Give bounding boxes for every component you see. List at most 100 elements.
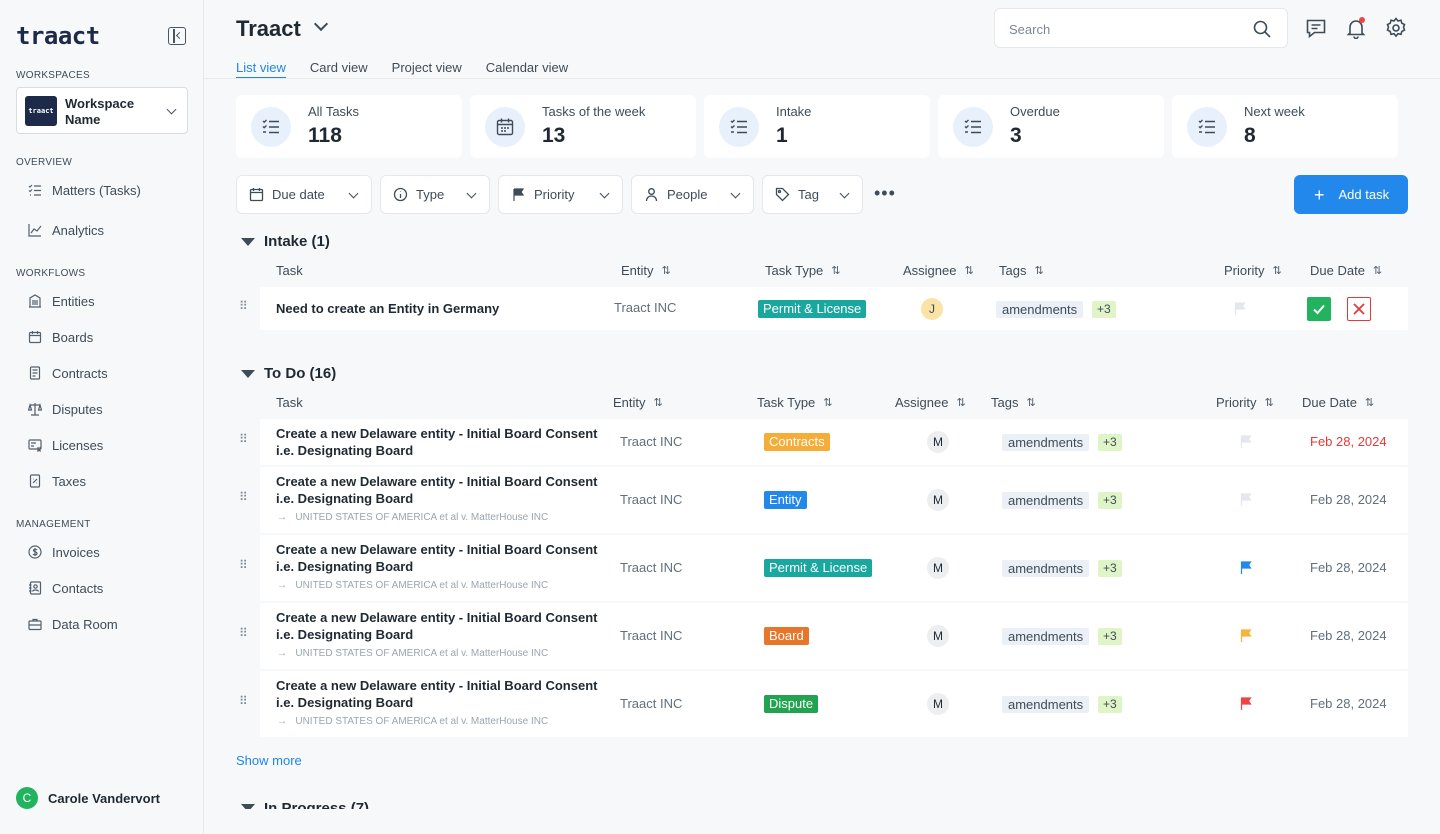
sidebar-item-licenses[interactable]: Licenses [16,431,188,459]
bell-icon[interactable] [1345,17,1367,40]
stat-card-all-tasks[interactable]: All Tasks 118 [236,95,462,158]
sidebar-item-boards[interactable]: Boards [16,323,188,351]
matter-link[interactable]: → UNITED STATES OF AMERICA et al v. Matt… [277,716,548,727]
stat-card-tasks-of-week[interactable]: Tasks of the week 13 [470,95,696,158]
column-header-assignee[interactable]: Assignee ⇅ [903,263,974,278]
priority-flag-icon[interactable] [1234,302,1246,315]
user-profile[interactable]: C Carole Vandervort [16,787,160,809]
due-date[interactable]: Feb 28, 2024 [1310,560,1387,575]
assignee-avatar[interactable]: M [927,431,949,453]
tab-card-view[interactable]: Card view [309,60,368,75]
priority-flag-icon[interactable] [1240,435,1252,448]
sidebar-item-contracts[interactable]: Contracts [16,359,188,387]
search-input[interactable] [1009,19,1239,39]
tab-list-view[interactable]: List view [236,60,286,78]
drag-handle-icon[interactable]: ⠿ [239,299,249,313]
assignee-avatar[interactable]: M [927,489,949,511]
sidebar-item-contacts[interactable]: Contacts [16,574,188,602]
filter-tag[interactable]: Tag [762,175,863,214]
table-row[interactable] [260,671,1408,737]
chevron-down-icon[interactable] [313,16,329,32]
tag-more-badge[interactable]: +3 [1098,560,1122,577]
sidebar-item-matters[interactable]: Matters (Tasks) [16,176,188,204]
filter-due-date[interactable]: Due date [236,175,372,214]
workspace-selector[interactable]: traact Workspace Name [16,87,188,134]
reject-close-icon[interactable] [1347,297,1371,321]
add-task-button[interactable]: + Add task [1294,175,1408,214]
matter-link[interactable]: → UNITED STATES OF AMERICA et al v. Matt… [277,512,548,523]
column-header-priority[interactable]: Priority ⇅ [1216,395,1274,410]
approve-check-icon[interactable] [1307,297,1331,321]
app-logo[interactable]: traact [16,22,100,50]
column-header-priority[interactable]: Priority ⇅ [1224,263,1282,278]
task-name[interactable]: Create a new Delaware entity - Initial B… [276,474,598,506]
drag-handle-icon[interactable]: ⠿ [239,432,249,446]
gear-icon[interactable] [1385,17,1407,39]
group-in-progress-header[interactable]: In Progress (7) [241,800,369,809]
table-row[interactable] [260,419,1408,465]
column-header-entity[interactable]: Entity ⇅ [613,395,663,410]
sidebar-item-disputes[interactable]: Disputes [16,395,188,423]
task-name[interactable]: Create a new Delaware entity - Initial B… [276,426,598,458]
priority-flag-icon[interactable] [1240,561,1252,574]
filter-type[interactable]: Type [380,175,490,214]
sidebar-item-taxes[interactable]: Taxes [16,467,188,495]
stat-card-next-week[interactable]: Next week 8 [1172,95,1398,158]
due-date[interactable]: Feb 28, 2024 [1310,434,1387,449]
drag-handle-icon[interactable]: ⠿ [239,626,249,640]
tag-more-badge[interactable]: +3 [1098,492,1122,509]
workspace-name: Workspace Name [65,96,135,127]
due-date[interactable]: Feb 28, 2024 [1310,492,1387,507]
tag-more-badge[interactable]: +3 [1098,434,1122,451]
stat-card-overdue[interactable]: Overdue 3 [938,95,1164,158]
search-icon[interactable] [1253,20,1271,38]
collapse-sidebar-icon[interactable] [168,27,186,45]
due-date[interactable]: Feb 28, 2024 [1310,628,1387,643]
assignee-avatar[interactable]: M [927,557,949,579]
task-name[interactable]: Create a new Delaware entity - Initial B… [276,678,598,710]
group-intake-header[interactable]: Intake (1) [241,233,330,250]
priority-flag-icon[interactable] [1240,629,1252,642]
assignee-avatar[interactable]: M [927,693,949,715]
column-header-assignee[interactable]: Assignee ⇅ [895,395,966,410]
task-name[interactable]: Need to create an Entity in Germany [276,301,500,316]
column-header-task-type[interactable]: Task Type ⇅ [765,263,841,278]
priority-flag-icon[interactable] [1240,697,1252,710]
show-more-link[interactable]: Show more [236,753,302,768]
priority-flag-icon[interactable] [1240,493,1252,506]
drag-handle-icon[interactable]: ⠿ [239,490,249,504]
matter-link[interactable]: → UNITED STATES OF AMERICA et al v. Matt… [277,580,548,591]
column-header-task-type[interactable]: Task Type ⇅ [757,395,833,410]
table-row[interactable] [260,467,1408,533]
column-header-tags[interactable]: Tags ⇅ [999,263,1044,278]
stat-card-intake[interactable]: Intake 1 [704,95,930,158]
tag-more-badge[interactable]: +3 [1098,696,1122,713]
more-options-icon[interactable]: ••• [874,183,896,203]
table-row[interactable] [260,603,1408,669]
filter-priority[interactable]: Priority [498,175,623,214]
stat-label: All Tasks [308,104,360,119]
sidebar-item-analytics[interactable]: Analytics [16,216,188,244]
sidebar-item-entities[interactable]: Entities [16,287,188,315]
drag-handle-icon[interactable]: ⠿ [239,694,249,708]
drag-handle-icon[interactable]: ⠿ [239,558,249,572]
matter-link[interactable]: → UNITED STATES OF AMERICA et al v. Matt… [277,648,548,659]
task-name[interactable]: Create a new Delaware entity - Initial B… [276,542,598,574]
column-header-tags[interactable]: Tags ⇅ [991,395,1036,410]
assignee-avatar[interactable]: J [921,298,943,320]
tab-project-view[interactable]: Project view [391,60,462,75]
task-name[interactable]: Create a new Delaware entity - Initial B… [276,610,598,642]
column-header-due-date[interactable]: Due Date ⇅ [1302,395,1375,410]
column-header-due-date[interactable]: Due Date ⇅ [1310,263,1383,278]
tag-more-badge[interactable]: +3 [1092,301,1116,318]
sidebar-item-invoices[interactable]: Invoices [16,538,188,566]
sidebar-item-data-room[interactable]: Data Room [16,610,188,638]
tag-more-badge[interactable]: +3 [1098,628,1122,645]
assignee-avatar[interactable]: M [927,625,949,647]
due-date[interactable]: Feb 28, 2024 [1310,696,1387,711]
filter-people[interactable]: People [631,175,754,214]
chat-icon[interactable] [1305,17,1327,39]
group-todo-header[interactable]: To Do (16) [241,365,336,382]
column-header-entity[interactable]: Entity ⇅ [621,263,671,278]
tab-calendar-view[interactable]: Calendar view [485,60,569,75]
